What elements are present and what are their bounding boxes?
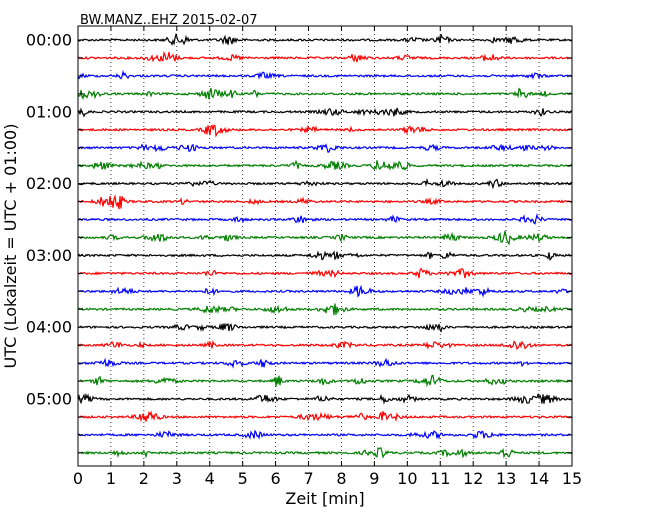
x-axis: 0 1 2 3 4 5 6 7 8 9 10 11 12 13 14 15 xyxy=(73,26,582,488)
trace-0015 xyxy=(77,50,573,63)
x-tick-label: 1 xyxy=(106,469,116,488)
x-tick-label: 4 xyxy=(205,469,215,488)
trace-0515 xyxy=(77,410,573,423)
trace-0315 xyxy=(77,267,573,279)
trace-0045 xyxy=(77,87,573,100)
x-tick-label: 2 xyxy=(139,469,149,488)
trace-0000 xyxy=(77,32,573,46)
y-axis-label: UTC (Lokalzeit = UTC + 01:00) xyxy=(1,124,20,369)
y-axis: 00:00 01:00 02:00 03:00 04:00 05:00 xyxy=(26,31,572,454)
trace-0300 xyxy=(77,250,573,261)
trace-0200 xyxy=(77,177,573,190)
y-tick-label: 02:00 xyxy=(26,174,72,193)
trace-0100 xyxy=(77,107,573,118)
y-tick-label: 05:00 xyxy=(26,390,72,409)
x-tick-label: 12 xyxy=(463,469,483,488)
x-tick-label: 5 xyxy=(238,469,248,488)
x-tick-label: 7 xyxy=(303,469,313,488)
x-tick-label: 10 xyxy=(397,469,417,488)
trace-0545 xyxy=(77,447,573,459)
vertical-grid xyxy=(110,26,540,466)
x-tick-label: 0 xyxy=(73,469,83,488)
trace-0245 xyxy=(77,230,573,246)
trace-0215 xyxy=(77,194,573,210)
chart-title: BW.MANZ..EHZ 2015-02-07 xyxy=(80,13,258,28)
trace-0030 xyxy=(77,69,573,80)
x-tick-label: 9 xyxy=(369,469,379,488)
trace-0530 xyxy=(77,429,573,440)
trace-0430 xyxy=(77,357,573,369)
seismogram-traces xyxy=(77,32,573,459)
trace-0345 xyxy=(77,303,573,316)
x-tick-label: 8 xyxy=(336,469,346,488)
x-tick-label: 15 xyxy=(562,469,582,488)
trace-0145 xyxy=(77,159,573,171)
trace-0415 xyxy=(77,339,573,350)
x-axis-label: Zeit [min] xyxy=(285,489,364,508)
trace-0445 xyxy=(77,374,573,388)
x-tick-label: 11 xyxy=(430,469,450,488)
y-tick-label: 01:00 xyxy=(26,102,72,121)
trace-0230 xyxy=(77,213,573,225)
x-tick-label: 13 xyxy=(496,469,516,488)
trace-0330 xyxy=(77,284,573,298)
x-tick-label: 3 xyxy=(172,469,182,488)
trace-0130 xyxy=(77,143,573,153)
plot-frame xyxy=(77,25,573,467)
trace-0500 xyxy=(77,392,573,405)
x-tick-label: 14 xyxy=(529,469,549,488)
y-tick-label: 04:00 xyxy=(26,318,72,337)
x-tick-label: 6 xyxy=(271,469,281,488)
y-tick-label: 00:00 xyxy=(26,31,72,50)
trace-0115 xyxy=(77,124,573,138)
y-tick-label: 03:00 xyxy=(26,246,72,265)
trace-0400 xyxy=(77,322,573,333)
